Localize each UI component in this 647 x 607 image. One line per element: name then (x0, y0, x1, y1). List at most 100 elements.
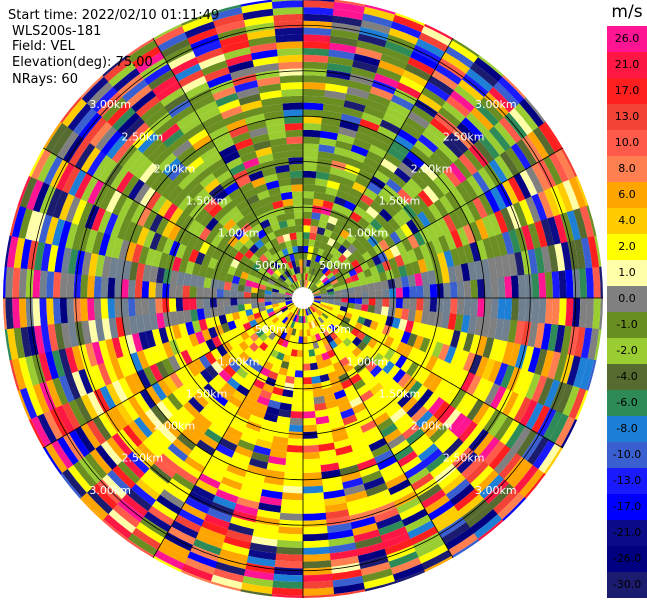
velocity-cell (318, 144, 336, 154)
velocity-cell (295, 273, 300, 281)
velocity-cell (332, 8, 365, 21)
velocity-cell (223, 535, 251, 550)
velocity-cell (346, 86, 371, 100)
velocity-cell (353, 53, 381, 67)
velocity-cell (400, 223, 414, 238)
velocity-cell (540, 350, 555, 378)
velocity-cell (147, 505, 175, 527)
velocity-cell (303, 157, 318, 165)
velocity-cell (400, 308, 410, 321)
velocity-cell (333, 196, 347, 207)
velocity-cell (490, 186, 507, 211)
velocity-cell (128, 297, 136, 317)
velocity-cell (365, 482, 388, 497)
velocity-cell (324, 343, 333, 352)
velocity-cell (284, 299, 292, 302)
velocity-cell (309, 260, 315, 268)
velocity-cell (303, 266, 307, 274)
velocity-cell (73, 297, 82, 322)
velocity-cell (554, 324, 566, 354)
velocity-cell (434, 268, 444, 285)
velocity-cell (235, 496, 260, 510)
velocity-cell (342, 249, 353, 259)
velocity-cell (495, 233, 508, 257)
velocity-cell (226, 118, 248, 132)
velocity-cell (37, 413, 57, 444)
velocity-cell (510, 275, 519, 299)
velocity-cell (118, 335, 131, 357)
velocity-cell (289, 170, 304, 179)
velocity-cell (61, 402, 81, 430)
velocity-cell (302, 431, 318, 439)
velocity-cell (331, 22, 362, 34)
velocity-cell (144, 63, 172, 85)
velocity-cell (414, 478, 438, 497)
velocity-cell (303, 309, 305, 317)
velocity-cell (385, 178, 403, 194)
velocity-cell (483, 479, 510, 505)
velocity-cell (98, 412, 118, 437)
velocity-cell (297, 273, 302, 281)
velocity-cell (256, 229, 267, 240)
velocity-cell (321, 298, 329, 301)
velocity-cell (259, 425, 276, 436)
velocity-cell (310, 275, 316, 283)
velocity-cell (287, 150, 304, 158)
velocity-cell (405, 150, 425, 169)
velocity-cell (204, 178, 221, 194)
velocity-cell (126, 538, 155, 558)
velocity-cell (303, 34, 332, 43)
velocity-cell (312, 312, 318, 320)
velocity-cell (168, 99, 192, 118)
velocity-cell (240, 0, 273, 7)
velocity-cell (363, 187, 378, 201)
velocity-cell (198, 53, 227, 70)
velocity-cell (413, 139, 435, 159)
velocity-cell (205, 266, 215, 279)
velocity-cell (196, 275, 206, 288)
velocity-cell (254, 248, 264, 259)
velocity-cell (290, 275, 296, 283)
velocity-cell (395, 496, 422, 515)
velocity-cell (240, 483, 263, 496)
velocity-cell (332, 153, 349, 165)
velocity-cell (159, 488, 185, 509)
velocity-cell (357, 125, 378, 139)
velocity-cell (88, 319, 99, 343)
velocity-cell (361, 211, 375, 224)
velocity-cell (267, 186, 281, 197)
velocity-cell (414, 99, 439, 119)
velocity-cell (227, 265, 237, 276)
velocity-cell (505, 423, 526, 450)
velocity-cell (394, 328, 405, 342)
velocity-cell (303, 177, 316, 185)
velocity-cell (294, 211, 304, 219)
velocity-cell (312, 389, 324, 398)
colorbar-tick-label: -21.0 (613, 526, 641, 539)
velocity-cell (422, 207, 437, 225)
velocity-cell (441, 101, 467, 123)
velocity-cell (240, 378, 253, 391)
velocity-cell (205, 119, 227, 135)
velocity-cell (573, 357, 588, 389)
velocity-cell (331, 383, 344, 394)
velocity-cell (171, 256, 182, 272)
velocity-cell (198, 526, 226, 543)
velocity-cell (293, 335, 299, 344)
velocity-cell (264, 469, 285, 479)
velocity-cell (303, 218, 312, 226)
velocity-cell (348, 292, 356, 299)
velocity-cell (319, 287, 327, 293)
velocity-cell (308, 321, 313, 330)
velocity-cell (534, 348, 548, 376)
velocity-cell (291, 328, 297, 336)
velocity-cell (434, 63, 463, 85)
velocity-cell (266, 123, 286, 134)
velocity-cell (234, 80, 259, 93)
velocity-cell (260, 262, 270, 272)
velocity-cell (106, 134, 128, 160)
velocity-cell (289, 305, 296, 312)
velocity-cell (394, 570, 425, 584)
velocity-cell (98, 233, 111, 256)
velocity-cell (280, 505, 303, 514)
